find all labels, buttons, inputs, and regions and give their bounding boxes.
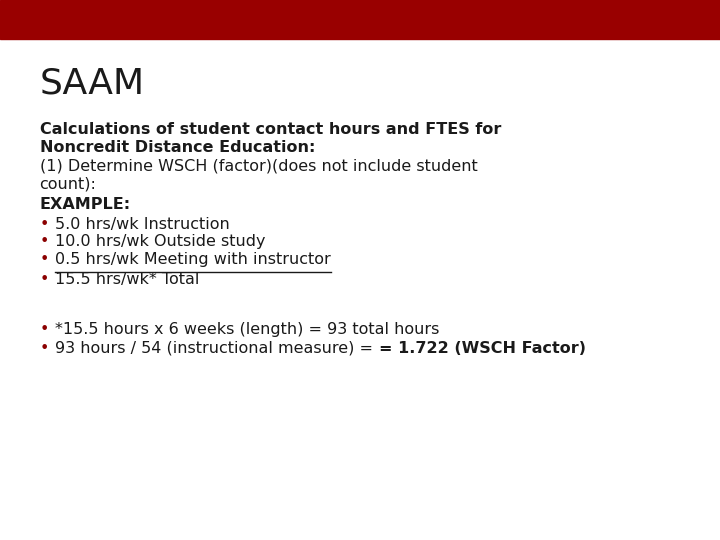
Text: 10.0 hrs/wk Outside study: 10.0 hrs/wk Outside study	[55, 234, 266, 249]
Text: •: •	[40, 252, 49, 267]
Text: 5.0 hrs/wk Instruction: 5.0 hrs/wk Instruction	[55, 217, 230, 232]
Text: 93 hours / 54 (instructional measure) =: 93 hours / 54 (instructional measure) =	[55, 341, 379, 356]
Text: Calculations of student contact hours and FTES for: Calculations of student contact hours an…	[40, 122, 501, 137]
Text: •: •	[40, 341, 49, 356]
Text: •: •	[40, 322, 49, 337]
Text: count):: count):	[40, 177, 96, 192]
Text: •: •	[40, 217, 49, 232]
Text: 0.5 hrs/wk Meeting with instructor: 0.5 hrs/wk Meeting with instructor	[55, 252, 331, 267]
Text: (1) Determine WSCH (factor)(does not include student: (1) Determine WSCH (factor)(does not inc…	[40, 159, 477, 174]
Text: EXAMPLE:: EXAMPLE:	[40, 197, 131, 212]
Bar	[0, 0, 720, 39]
Text: SAAM: SAAM	[40, 67, 145, 100]
Text: *15.5 hours x 6 weeks (length) = 93 total hours: *15.5 hours x 6 weeks (length) = 93 tota…	[55, 322, 440, 337]
Text: •: •	[40, 272, 49, 287]
Text: 15.5 hrs/wk* Total: 15.5 hrs/wk* Total	[55, 272, 200, 287]
Text: •: •	[40, 234, 49, 249]
Text: = 1.722 (WSCH Factor): = 1.722 (WSCH Factor)	[379, 341, 585, 356]
Text: Noncredit Distance Education:: Noncredit Distance Education:	[40, 140, 315, 155]
